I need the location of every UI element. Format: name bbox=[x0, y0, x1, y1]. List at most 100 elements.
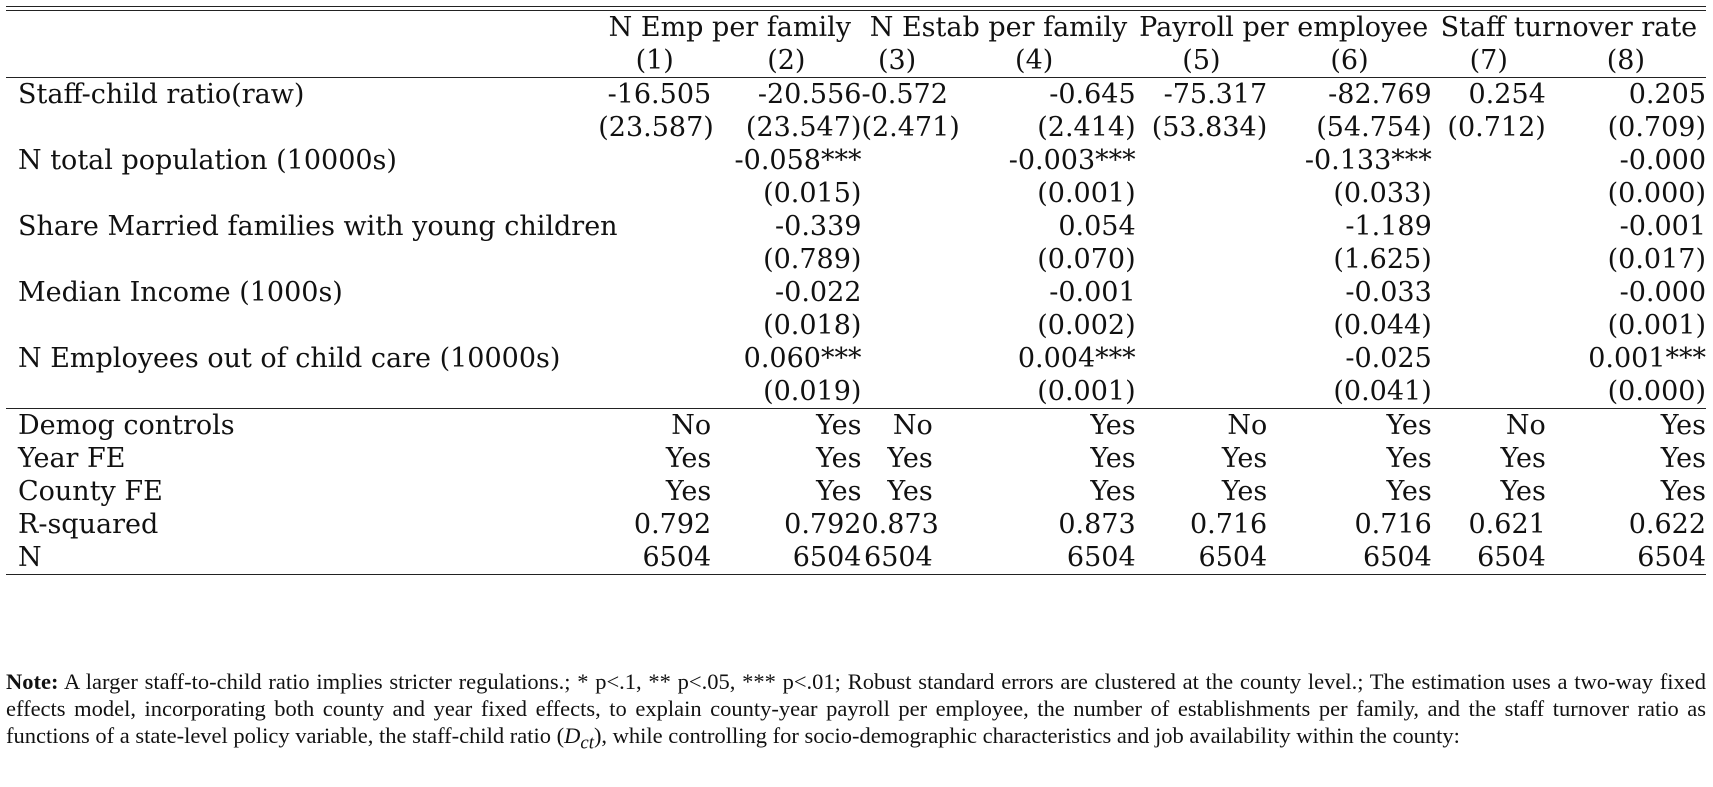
coef-cell: -0.003*** bbox=[1008, 145, 1136, 176]
coef-row: Staff-child ratio(raw) -16.505 -20.556 -0.5… bbox=[6, 78, 1706, 112]
se-cell: (0.044) bbox=[1333, 310, 1432, 341]
se-cell: (23.587) bbox=[598, 112, 714, 143]
coef-cell bbox=[598, 276, 711, 309]
se-cell: (53.834) bbox=[1151, 112, 1268, 143]
stat-cell: 0.873 bbox=[861, 509, 939, 540]
se-row: (0.018) (0.002) (0.044) (0.001) bbox=[6, 309, 1706, 342]
se-cell bbox=[1136, 375, 1268, 409]
stat-cell: Yes bbox=[711, 408, 862, 442]
coef-cell: -75.317 bbox=[1163, 79, 1268, 110]
se-cell bbox=[598, 243, 711, 276]
stat-row: Demog controls No Yes No Yes No Yes No Yes bbox=[6, 408, 1706, 442]
se-cell: (0.001) bbox=[1037, 376, 1136, 407]
se-cell: (2.414) bbox=[1037, 112, 1136, 143]
se-cell: (0.041) bbox=[1333, 376, 1432, 407]
coef-cell: 0.001*** bbox=[1588, 343, 1706, 374]
coef-cell bbox=[1136, 342, 1268, 375]
note-math-symbol: D bbox=[564, 723, 581, 748]
coef-cell: -0.000 bbox=[1619, 145, 1706, 176]
coef-cell: -16.505 bbox=[607, 79, 712, 110]
header-empty-cell bbox=[6, 44, 599, 78]
row-label: N bbox=[6, 541, 599, 575]
coef-cell: 0.004*** bbox=[1017, 343, 1136, 374]
stat-cell: Yes bbox=[887, 443, 933, 474]
se-cell: (0.001) bbox=[1607, 310, 1706, 341]
coef-cell: -0.339 bbox=[775, 211, 862, 242]
se-cell: (2.471) bbox=[861, 112, 960, 143]
column-number: (1) bbox=[598, 44, 712, 78]
coef-row: Median Income (1000s) -0.022 -0.001 -0.033 -… bbox=[6, 276, 1706, 309]
group-header: Payroll per employee bbox=[1139, 12, 1429, 43]
coef-cell: 0.060*** bbox=[743, 343, 862, 374]
group-header: N Emp per family bbox=[608, 12, 852, 43]
stat-row: N 6504 6504 6504 6504 6504 6504 6504 6504 bbox=[6, 541, 1706, 575]
coef-cell bbox=[861, 144, 932, 177]
stat-cell: No bbox=[1135, 408, 1268, 442]
table-body: N Emp per family N Estab per family Payr… bbox=[6, 11, 1706, 575]
stat-cell: 0.873 bbox=[1058, 509, 1136, 540]
se-cell bbox=[1136, 243, 1268, 276]
se-cell: (0.709) bbox=[1607, 112, 1706, 143]
coef-cell bbox=[861, 342, 932, 375]
coef-row: N total population (10000s) -0.058*** -0.0… bbox=[6, 144, 1706, 177]
coef-cell: -0.001 bbox=[1049, 277, 1136, 308]
se-cell bbox=[598, 309, 711, 342]
stat-cell: Yes bbox=[665, 443, 712, 474]
coef-cell bbox=[1432, 342, 1546, 375]
stat-cell: No bbox=[598, 408, 712, 442]
stat-cell: Yes bbox=[1660, 476, 1706, 507]
stat-row: R-squared 0.792 0.792 0.873 0.873 0.716 0.716 0… bbox=[6, 508, 1706, 541]
stat-row: County FE Yes Yes Yes Yes Yes Yes Yes Yes bbox=[6, 475, 1706, 508]
stat-cell: 6504 bbox=[598, 541, 712, 575]
coef-cell bbox=[1136, 276, 1268, 309]
stat-cell: 0.716 bbox=[1189, 509, 1268, 540]
stat-cell: Yes bbox=[665, 476, 712, 507]
coef-cell: -0.022 bbox=[775, 277, 862, 308]
stat-cell: Yes bbox=[1660, 443, 1706, 474]
coef-cell bbox=[1432, 144, 1546, 177]
se-cell bbox=[598, 375, 711, 409]
se-cell bbox=[861, 375, 932, 409]
se-row-label-empty bbox=[6, 309, 598, 342]
row-label: Demog controls bbox=[6, 408, 599, 442]
se-cell bbox=[861, 309, 932, 342]
coef-cell: -1.189 bbox=[1345, 211, 1432, 242]
coef-row: Share Married families with young childr… bbox=[6, 210, 1706, 243]
stat-cell: Yes bbox=[1386, 476, 1432, 507]
stat-cell: No bbox=[861, 408, 933, 442]
coef-cell bbox=[1432, 276, 1546, 309]
stat-cell: Yes bbox=[1500, 443, 1546, 474]
se-row: (0.015) (0.001) (0.033) (0.000) bbox=[6, 177, 1706, 210]
coef-cell: -0.645 bbox=[1049, 79, 1136, 110]
note-label: Note: bbox=[6, 669, 59, 694]
se-cell bbox=[1432, 177, 1546, 210]
coef-cell bbox=[1136, 210, 1268, 243]
se-row-label-empty bbox=[6, 111, 598, 144]
stat-cell: 0.716 bbox=[1354, 509, 1432, 540]
stat-cell: 0.622 bbox=[1628, 509, 1706, 540]
coef-cell: -0.033 bbox=[1345, 277, 1432, 308]
stat-cell: Yes bbox=[816, 476, 862, 507]
stat-cell: 6504 bbox=[1267, 541, 1432, 575]
se-row: (0.019) (0.001) (0.041) (0.000) bbox=[6, 375, 1706, 409]
coef-cell bbox=[861, 276, 932, 309]
stat-cell: 6504 bbox=[932, 541, 1136, 575]
coef-cell: 0.054 bbox=[1058, 211, 1136, 242]
column-number: (5) bbox=[1135, 44, 1268, 78]
group-header: Staff turnover rate bbox=[1440, 12, 1698, 43]
note-text-after: ), while controlling for socio-demograph… bbox=[593, 723, 1460, 748]
se-cell: (0.001) bbox=[1037, 178, 1136, 209]
stat-cell: Yes bbox=[1090, 443, 1136, 474]
row-label: Staff-child ratio(raw) bbox=[18, 79, 305, 110]
coef-cell: -0.025 bbox=[1345, 343, 1432, 374]
se-cell: (0.015) bbox=[763, 178, 862, 209]
row-label: R-squared bbox=[18, 509, 159, 540]
se-cell: (0.789) bbox=[763, 244, 862, 275]
column-number: (4) bbox=[932, 44, 1136, 78]
stat-cell: 6504 bbox=[861, 541, 933, 575]
column-number: (2) bbox=[711, 44, 862, 78]
table-note: Note: A larger staff-to-child ratio impl… bbox=[6, 668, 1706, 757]
se-cell: (0.018) bbox=[763, 310, 862, 341]
coef-cell bbox=[1432, 210, 1546, 243]
regression-table-container: N Emp per family N Estab per family Payr… bbox=[6, 6, 1706, 575]
